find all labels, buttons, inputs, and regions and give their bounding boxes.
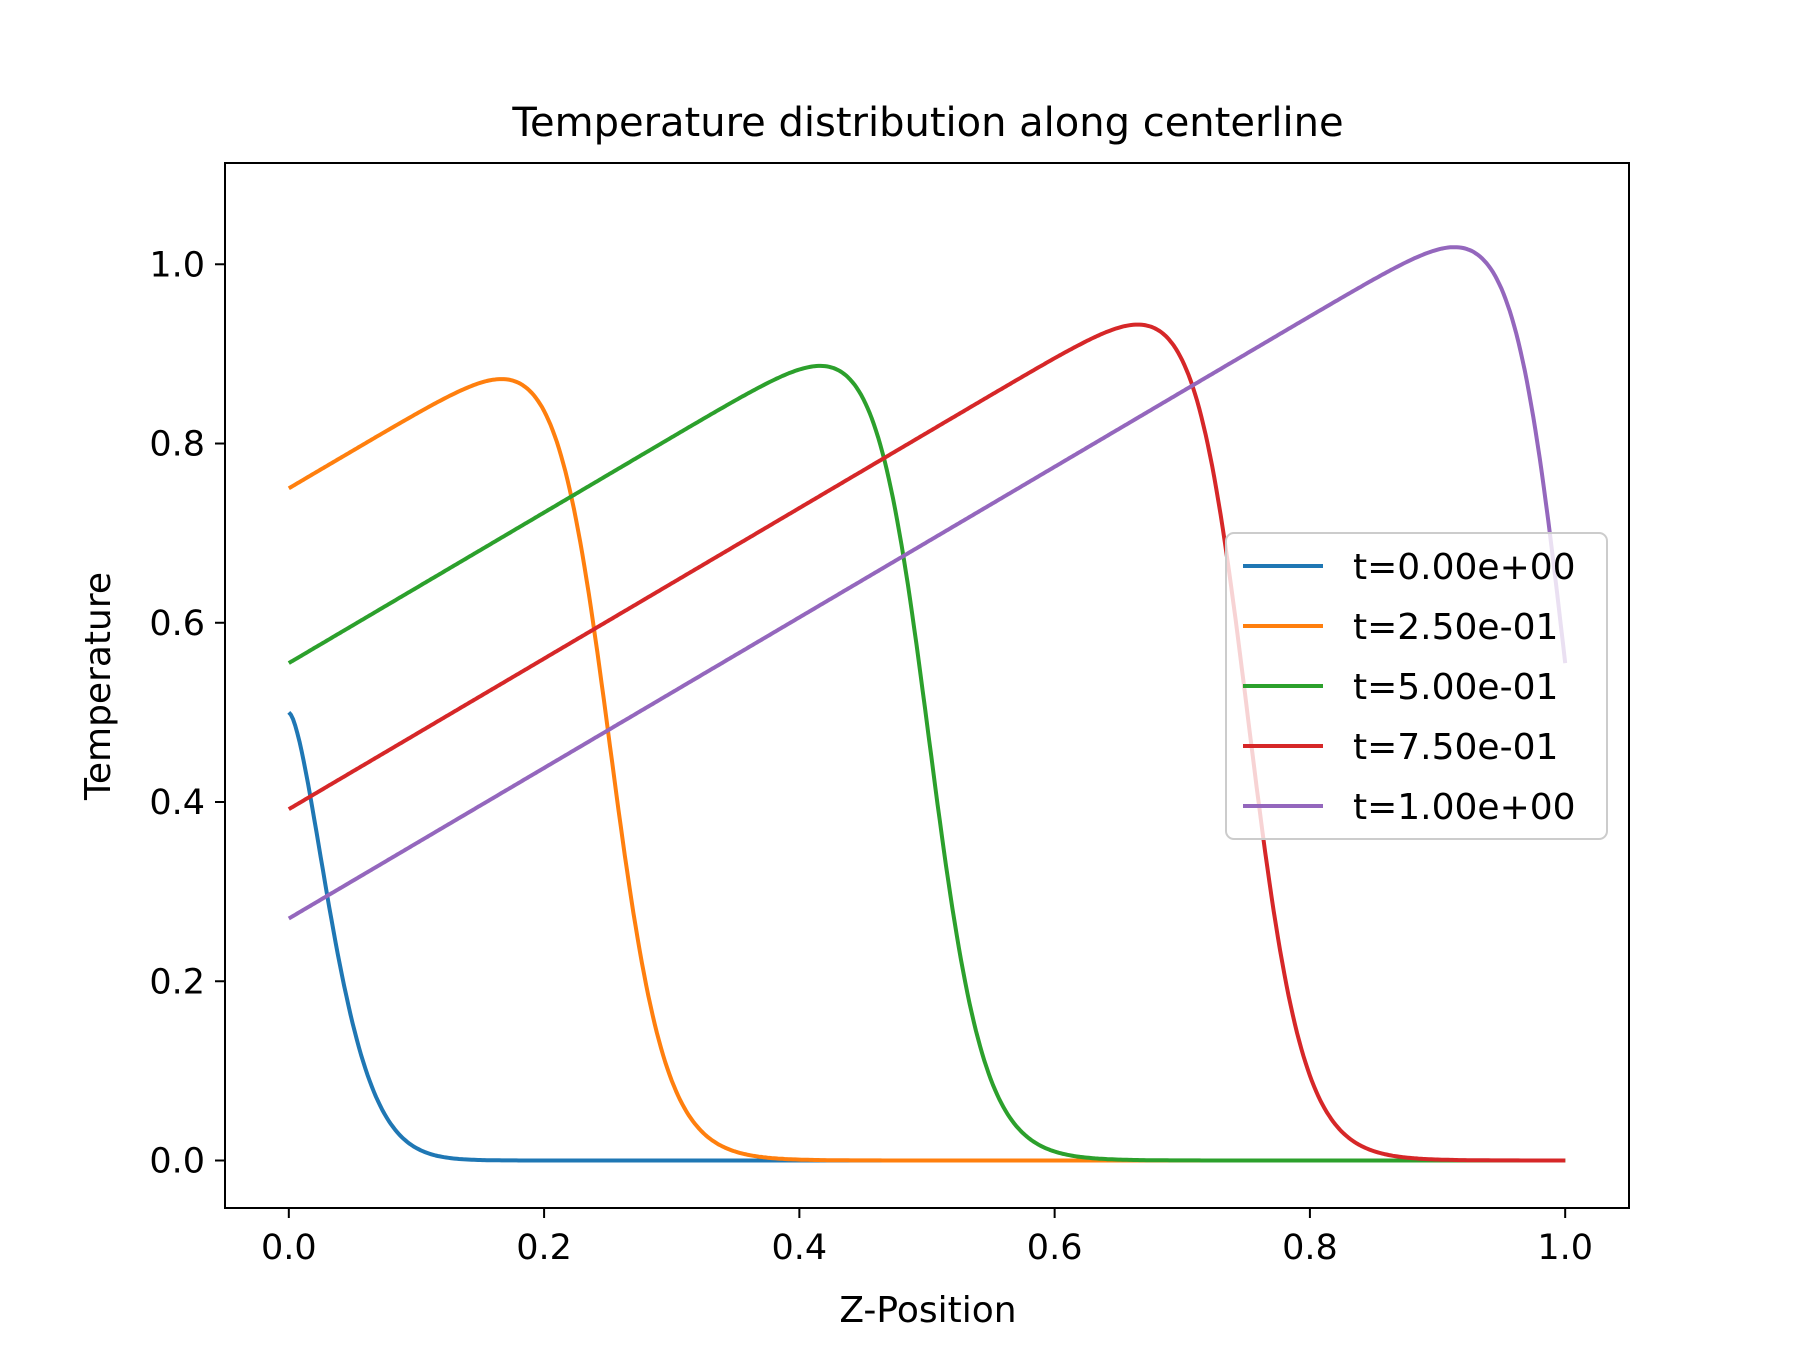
y-axis-label: Temperature <box>78 572 119 801</box>
series-line-2 <box>287 363 1566 1163</box>
axes-frame <box>224 162 1630 1209</box>
plot-area <box>224 162 1630 1209</box>
legend-label-2: t=5.00e-01 <box>1353 667 1558 708</box>
y-tick-label: 0.0 <box>149 1142 205 1182</box>
series-layer <box>287 245 1568 1163</box>
x-axis-label: Z-Position <box>839 1290 1016 1331</box>
x-tick-label: 0.6 <box>1027 1228 1083 1268</box>
series-line-3 <box>287 322 1566 1163</box>
legend-label-3: t=7.50e-01 <box>1353 727 1558 768</box>
y-tick-label: 1.0 <box>149 245 205 285</box>
chart-title: Temperature distribution along centerlin… <box>511 100 1343 146</box>
y-tick-label: 0.8 <box>149 425 205 465</box>
y-tick-label: 0.2 <box>149 962 205 1002</box>
y-tick-label: 0.4 <box>149 783 205 823</box>
legend-label-1: t=2.50e-01 <box>1353 607 1558 648</box>
legend-label-0: t=0.00e+00 <box>1353 547 1576 588</box>
x-tick-label: 1.0 <box>1537 1228 1593 1268</box>
legend-label-4: t=1.00e+00 <box>1353 787 1576 828</box>
x-tick-label: 0.0 <box>261 1228 317 1268</box>
x-axis: 0.0 0.2 0.4 0.6 0.8 1.0 <box>261 1208 1593 1268</box>
x-tick-label: 0.8 <box>1282 1228 1338 1268</box>
y-tick-label: 0.6 <box>149 604 205 644</box>
y-axis: 0.0 0.2 0.4 0.6 0.8 1.0 <box>149 245 225 1182</box>
series-line-4 <box>287 245 1568 921</box>
legend-box <box>1225 532 1608 840</box>
x-tick-label: 0.4 <box>772 1228 828 1268</box>
legend: t=0.00e+00 t=2.50e-01 t=5.00e-01 t=7.50e-01… <box>1225 532 1608 840</box>
x-tick-label: 0.2 <box>516 1228 572 1268</box>
